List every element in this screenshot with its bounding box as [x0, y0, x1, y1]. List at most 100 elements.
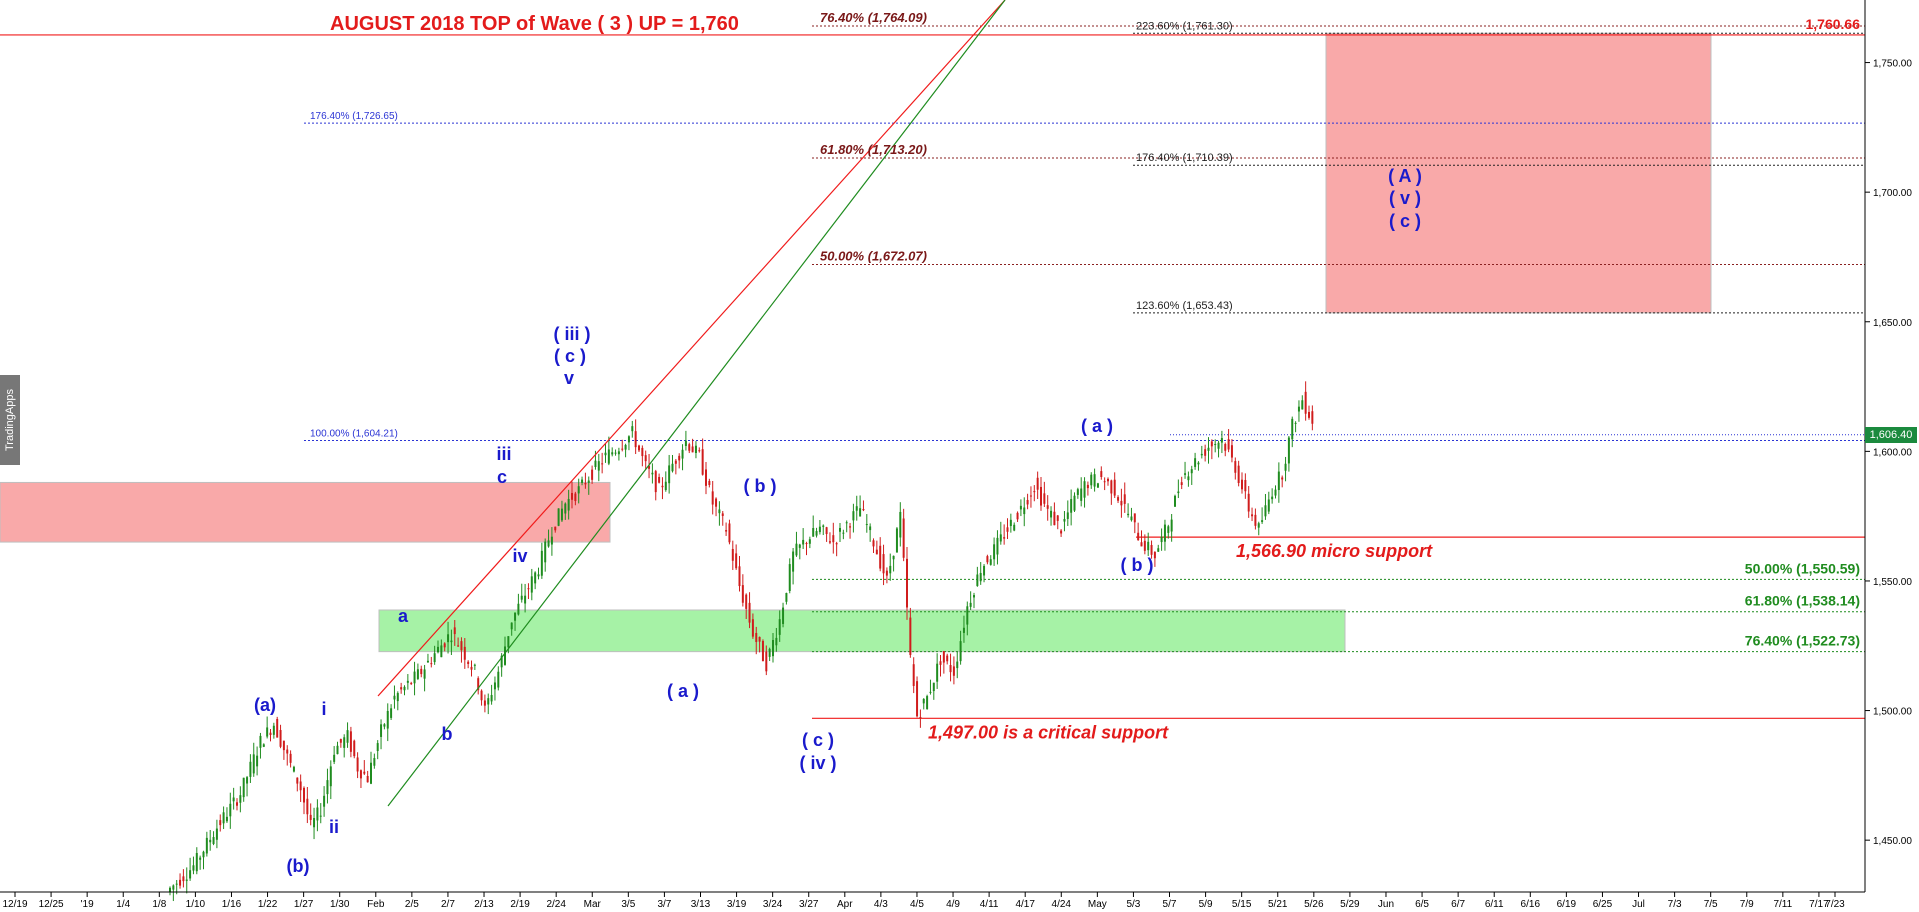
candle-body	[611, 452, 614, 455]
candle-body	[785, 592, 788, 602]
candle-body	[1184, 473, 1187, 475]
zones-layer	[0, 32, 1712, 653]
candle-body	[366, 775, 369, 783]
candle-body	[664, 481, 667, 491]
candle-body	[1194, 458, 1197, 467]
time-tick-label: 1/4	[116, 899, 130, 910]
target-zone	[1325, 32, 1712, 314]
candle-body	[768, 648, 771, 657]
candle-body	[798, 544, 801, 548]
time-tick-label: 6/11	[1485, 899, 1504, 910]
time-tick-label: Feb	[367, 899, 385, 910]
candle-body	[805, 543, 808, 545]
candle-body	[906, 558, 908, 608]
time-tick-label: 3/19	[727, 899, 747, 910]
candle-body	[1190, 469, 1193, 474]
candle-body	[574, 493, 577, 502]
candle-body	[715, 498, 718, 507]
candle-body	[1083, 481, 1086, 498]
fib-green-label: 50.00% (1,550.59)	[1745, 560, 1860, 576]
candle-body	[721, 513, 724, 516]
candle-body	[1204, 449, 1207, 456]
time-tick-label: 1/16	[222, 899, 242, 910]
time-tick-label: 4/17	[1015, 899, 1035, 910]
candle-body	[1291, 418, 1294, 440]
candle-body	[1090, 474, 1093, 486]
candle-body	[246, 777, 249, 784]
critical-support-label: 1,497.00 is a critical support	[928, 722, 1169, 742]
candle-body	[1220, 438, 1223, 443]
candle-body	[443, 643, 446, 648]
candle-body	[1143, 540, 1146, 551]
candle-body	[493, 682, 496, 690]
candle-body	[822, 525, 825, 527]
candle-body	[929, 691, 932, 693]
candle-body	[279, 730, 282, 747]
resistance-zone	[0, 481, 611, 543]
candle-body	[1076, 489, 1079, 495]
candle-body	[1026, 499, 1029, 505]
candle-body	[1110, 480, 1113, 494]
candle-body	[390, 708, 393, 718]
candle-body	[396, 693, 399, 702]
candle-body	[296, 777, 299, 784]
candle-body	[956, 661, 959, 669]
wave-label: ( A )	[1388, 166, 1422, 186]
candle-body	[919, 717, 922, 719]
candle-body	[818, 526, 821, 533]
candle-body	[500, 655, 503, 668]
candle-body	[922, 698, 925, 704]
fib-dark-label: 61.80% (1,713.20)	[820, 142, 927, 157]
candle-body	[470, 666, 473, 670]
time-tick-label: '19	[81, 899, 94, 910]
candle-body	[1070, 499, 1073, 513]
candle-body	[932, 682, 935, 692]
candle-body	[440, 645, 443, 658]
levels-layer	[0, 25, 1865, 719]
candle-body	[359, 770, 362, 779]
labels-layer: 1,760.66 AUGUST 2018 TOP of Wave ( 3 ) UP…	[254, 10, 1860, 876]
candle-body	[855, 506, 858, 511]
candle-body	[1009, 519, 1012, 527]
candle-body	[604, 452, 607, 456]
candle-body	[1080, 488, 1083, 501]
candle-body	[698, 450, 701, 452]
candle-body	[1281, 477, 1284, 480]
candle-body	[1247, 493, 1250, 512]
candle-body	[1277, 471, 1280, 491]
time-tick-label: 7/3	[1668, 899, 1682, 910]
candle-body	[966, 606, 969, 625]
candle-body	[828, 541, 831, 543]
candle-body	[517, 603, 520, 615]
time-tick-label: 7/9	[1740, 899, 1754, 910]
candle-body	[1264, 505, 1267, 517]
fib-blue-label: 100.00% (1,604.21)	[310, 428, 398, 439]
wave-label: ( iv )	[799, 753, 836, 773]
candle-body	[209, 839, 212, 843]
candle-body	[725, 530, 728, 532]
candle-body	[380, 724, 383, 737]
candle-body	[875, 549, 878, 555]
price-tick-label: 1,450.00	[1873, 836, 1912, 847]
candle-body	[872, 540, 875, 547]
candle-body	[1267, 499, 1270, 512]
support-zone	[378, 609, 1346, 653]
candle-body	[313, 817, 316, 828]
candle-body	[185, 879, 188, 881]
candle-body	[410, 682, 413, 684]
time-tick-label: Apr	[837, 899, 853, 910]
candle-body	[303, 787, 305, 803]
wave-label: iii	[496, 444, 511, 464]
candle-body	[215, 828, 218, 840]
price-tick-label: 1,600.00	[1873, 447, 1912, 458]
time-tick-label: 7/5	[1704, 899, 1718, 910]
time-tick-label: 3/13	[691, 899, 711, 910]
candle-body	[179, 879, 182, 886]
candle-body	[1093, 474, 1096, 487]
candle-body	[1043, 493, 1046, 504]
candle-body	[557, 508, 560, 526]
candle-body	[169, 887, 171, 893]
candle-body	[1177, 491, 1180, 494]
candle-body	[232, 797, 235, 802]
